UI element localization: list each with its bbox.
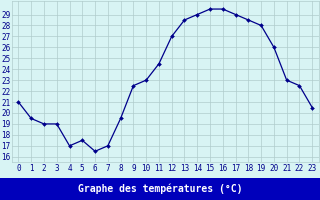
Text: Graphe des températures (°C): Graphe des températures (°C) <box>78 184 242 194</box>
